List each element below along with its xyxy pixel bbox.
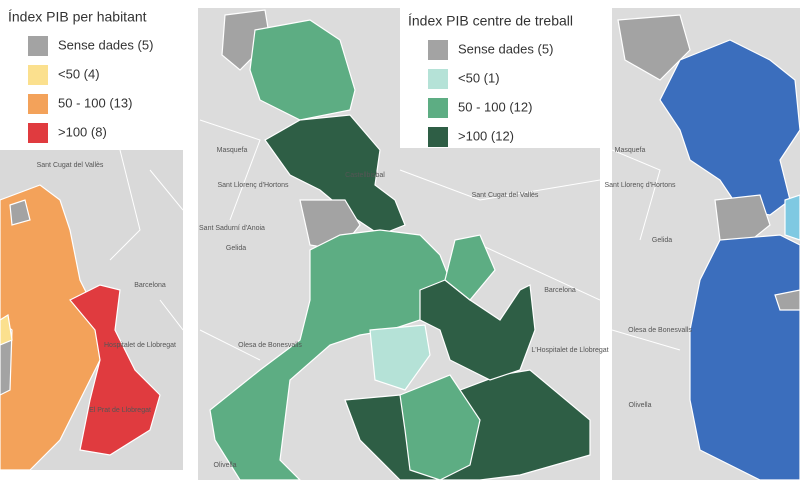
map-3 bbox=[612, 8, 800, 480]
legend-title: Índex PIB per habitant bbox=[8, 9, 147, 25]
legend-swatch bbox=[28, 94, 48, 114]
legend-label: 50 - 100 (12) bbox=[458, 99, 532, 114]
place-label: L'Hospitalet de Llobregat bbox=[531, 347, 608, 354]
place-label: Sant Cugat del Vallès bbox=[37, 162, 104, 169]
place-label: Barcelona bbox=[544, 287, 576, 294]
legend-swatch bbox=[428, 69, 448, 89]
place-label: Olesa de Bonesvalls bbox=[238, 342, 302, 349]
legend-title: Índex PIB centre de treball bbox=[408, 13, 573, 29]
legend-swatch bbox=[28, 65, 48, 85]
legend-swatch bbox=[28, 123, 48, 143]
place-label: Barcelona bbox=[134, 282, 166, 289]
legend-swatch bbox=[428, 127, 448, 147]
place-label: Gelida bbox=[226, 245, 246, 252]
place-label: Castellbisbal bbox=[345, 172, 385, 179]
place-label: Sant Llorenç d'Hortons bbox=[218, 182, 289, 189]
legend-swatch bbox=[428, 98, 448, 118]
place-label: Olivella bbox=[629, 402, 652, 409]
place-label: Gelida bbox=[652, 237, 672, 244]
place-label: Sant Llorenç d'Hortons bbox=[605, 182, 676, 189]
legend-swatch bbox=[428, 40, 448, 60]
legend-label: >100 (12) bbox=[458, 128, 514, 143]
place-label: El Prat de Llobregat bbox=[89, 407, 151, 414]
place-label: Hospitalet de Llobregat bbox=[104, 342, 176, 349]
legend-label: 50 - 100 (13) bbox=[58, 95, 132, 110]
place-label: Masquefa bbox=[217, 147, 248, 154]
legend-label: <50 (4) bbox=[58, 66, 100, 81]
place-label: Olesa de Bonesvalls bbox=[628, 327, 692, 334]
legend-label: Sense dades (5) bbox=[458, 41, 553, 56]
place-label: Olivella bbox=[214, 462, 237, 469]
legend-swatch bbox=[28, 36, 48, 56]
legend-label: >100 (8) bbox=[58, 124, 107, 139]
place-label: Sant Cugat del Vallès bbox=[472, 192, 539, 199]
legend-label: Sense dades (5) bbox=[58, 37, 153, 52]
map-1 bbox=[0, 150, 183, 470]
place-label: Masquefa bbox=[615, 147, 646, 154]
legend-label: <50 (1) bbox=[458, 70, 500, 85]
place-label: Sant Sadurní d'Anoia bbox=[199, 225, 265, 232]
